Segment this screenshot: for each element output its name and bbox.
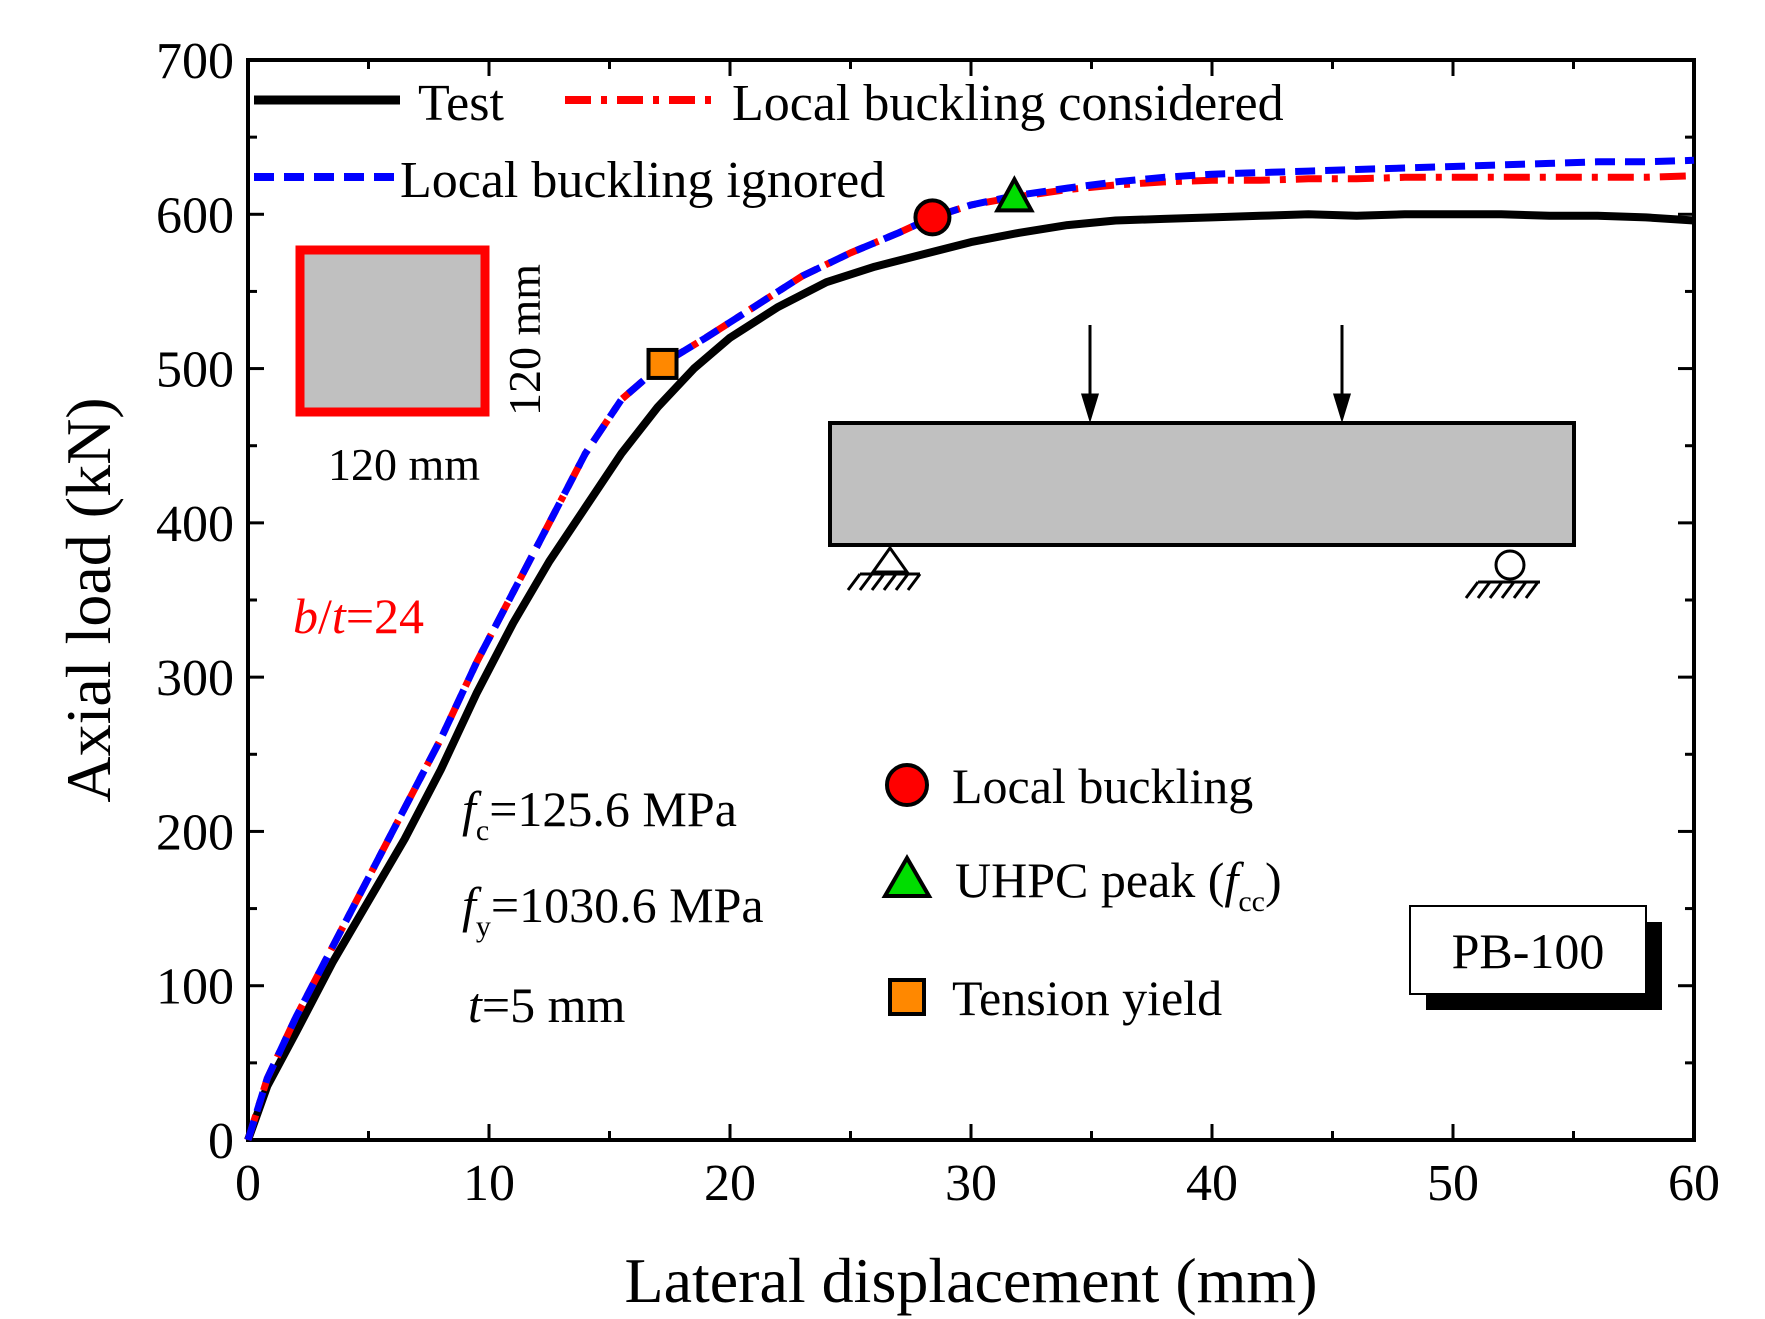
marker-legend-uhpc-peak: UHPC peak (fcc) <box>955 852 1282 918</box>
t-label: t=5 mm <box>468 977 625 1033</box>
beam-body <box>828 421 1576 547</box>
beam-schematic <box>828 325 1576 599</box>
x-axis-title: Lateral displacement (mm) <box>624 1245 1317 1316</box>
y-tick-label: 300 <box>156 650 234 707</box>
marker-legend-circle-icon <box>885 763 929 807</box>
pin-support-icon <box>870 545 910 574</box>
y-tick-label: 0 <box>208 1113 234 1170</box>
y-tick-label: 400 <box>156 496 234 553</box>
specimen-box <box>1409 905 1647 995</box>
cross-section-inset: 120 mm 120 mm <box>295 245 550 490</box>
x-tick-label: 10 <box>463 1155 515 1212</box>
x-tick-label: 60 <box>1668 1155 1720 1212</box>
fc-label: fc=125.6 MPa <box>462 781 737 847</box>
bt-ratio-label: b/t=24 <box>293 588 424 644</box>
specimen-label: PB-100 <box>1452 923 1605 979</box>
marker-legend-square-icon <box>888 978 926 1016</box>
x-tick-label: 20 <box>704 1155 756 1212</box>
axis-ticks <box>246 58 1696 1142</box>
pin-support-hatch <box>846 573 922 591</box>
marker-layer <box>646 175 1035 380</box>
series-layer <box>244 156 1695 1142</box>
series-local-buckling-ignored <box>244 156 1695 1142</box>
x-tick-label: 40 <box>1186 1155 1238 1212</box>
x-tick-label: 50 <box>1427 1155 1479 1212</box>
marker-tension-yield <box>646 347 679 380</box>
roller-support-hatch <box>1464 581 1540 599</box>
y-tick-label: 500 <box>156 342 234 399</box>
section-width-label: 120 mm <box>328 439 480 490</box>
material-properties: fc=125.6 MPa fy=1030.6 MPa t=5 mm <box>462 781 764 1033</box>
x-tick-label: 30 <box>945 1155 997 1212</box>
marker-uhpc-peak <box>994 175 1035 213</box>
marker-legend-triangle-icon <box>881 854 933 898</box>
y-tick-label: 600 <box>156 187 234 244</box>
legend: Test Local buckling considered Local buc… <box>254 75 1284 209</box>
section-height-label: 120 mm <box>499 264 550 416</box>
y-tick-label: 700 <box>156 33 234 90</box>
x-tick-label: 0 <box>235 1155 261 1212</box>
legend-ignored-label: Local buckling ignored <box>400 152 885 209</box>
legend-considered-label: Local buckling considered <box>732 75 1284 132</box>
fy-label: fy=1030.6 MPa <box>462 877 764 943</box>
marker-legend-tension-yield: Tension yield <box>952 970 1222 1026</box>
marker-local-buckling <box>913 198 952 237</box>
y-tick-label: 100 <box>156 959 234 1016</box>
legend-test-label: Test <box>418 75 504 132</box>
load-arrow-left-head <box>1080 393 1100 424</box>
marker-legend: Local buckling UHPC peak (fcc) Tension y… <box>881 758 1282 1026</box>
specimen-label-box: PB-100 <box>1409 905 1662 1010</box>
series-test <box>244 210 1695 1142</box>
cross-section-square <box>295 245 490 417</box>
y-tick-label: 200 <box>156 804 234 861</box>
y-axis-title: Axial load (kN) <box>53 397 124 802</box>
load-arrow-right-head <box>1332 393 1352 424</box>
roller-support-icon <box>1494 549 1526 581</box>
marker-legend-local-buckling: Local buckling <box>952 758 1253 814</box>
